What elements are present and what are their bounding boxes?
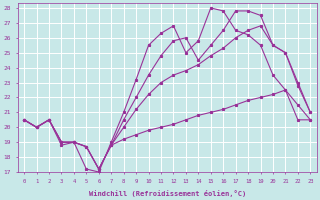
X-axis label: Windchill (Refroidissement éolien,°C): Windchill (Refroidissement éolien,°C) [89, 190, 246, 197]
